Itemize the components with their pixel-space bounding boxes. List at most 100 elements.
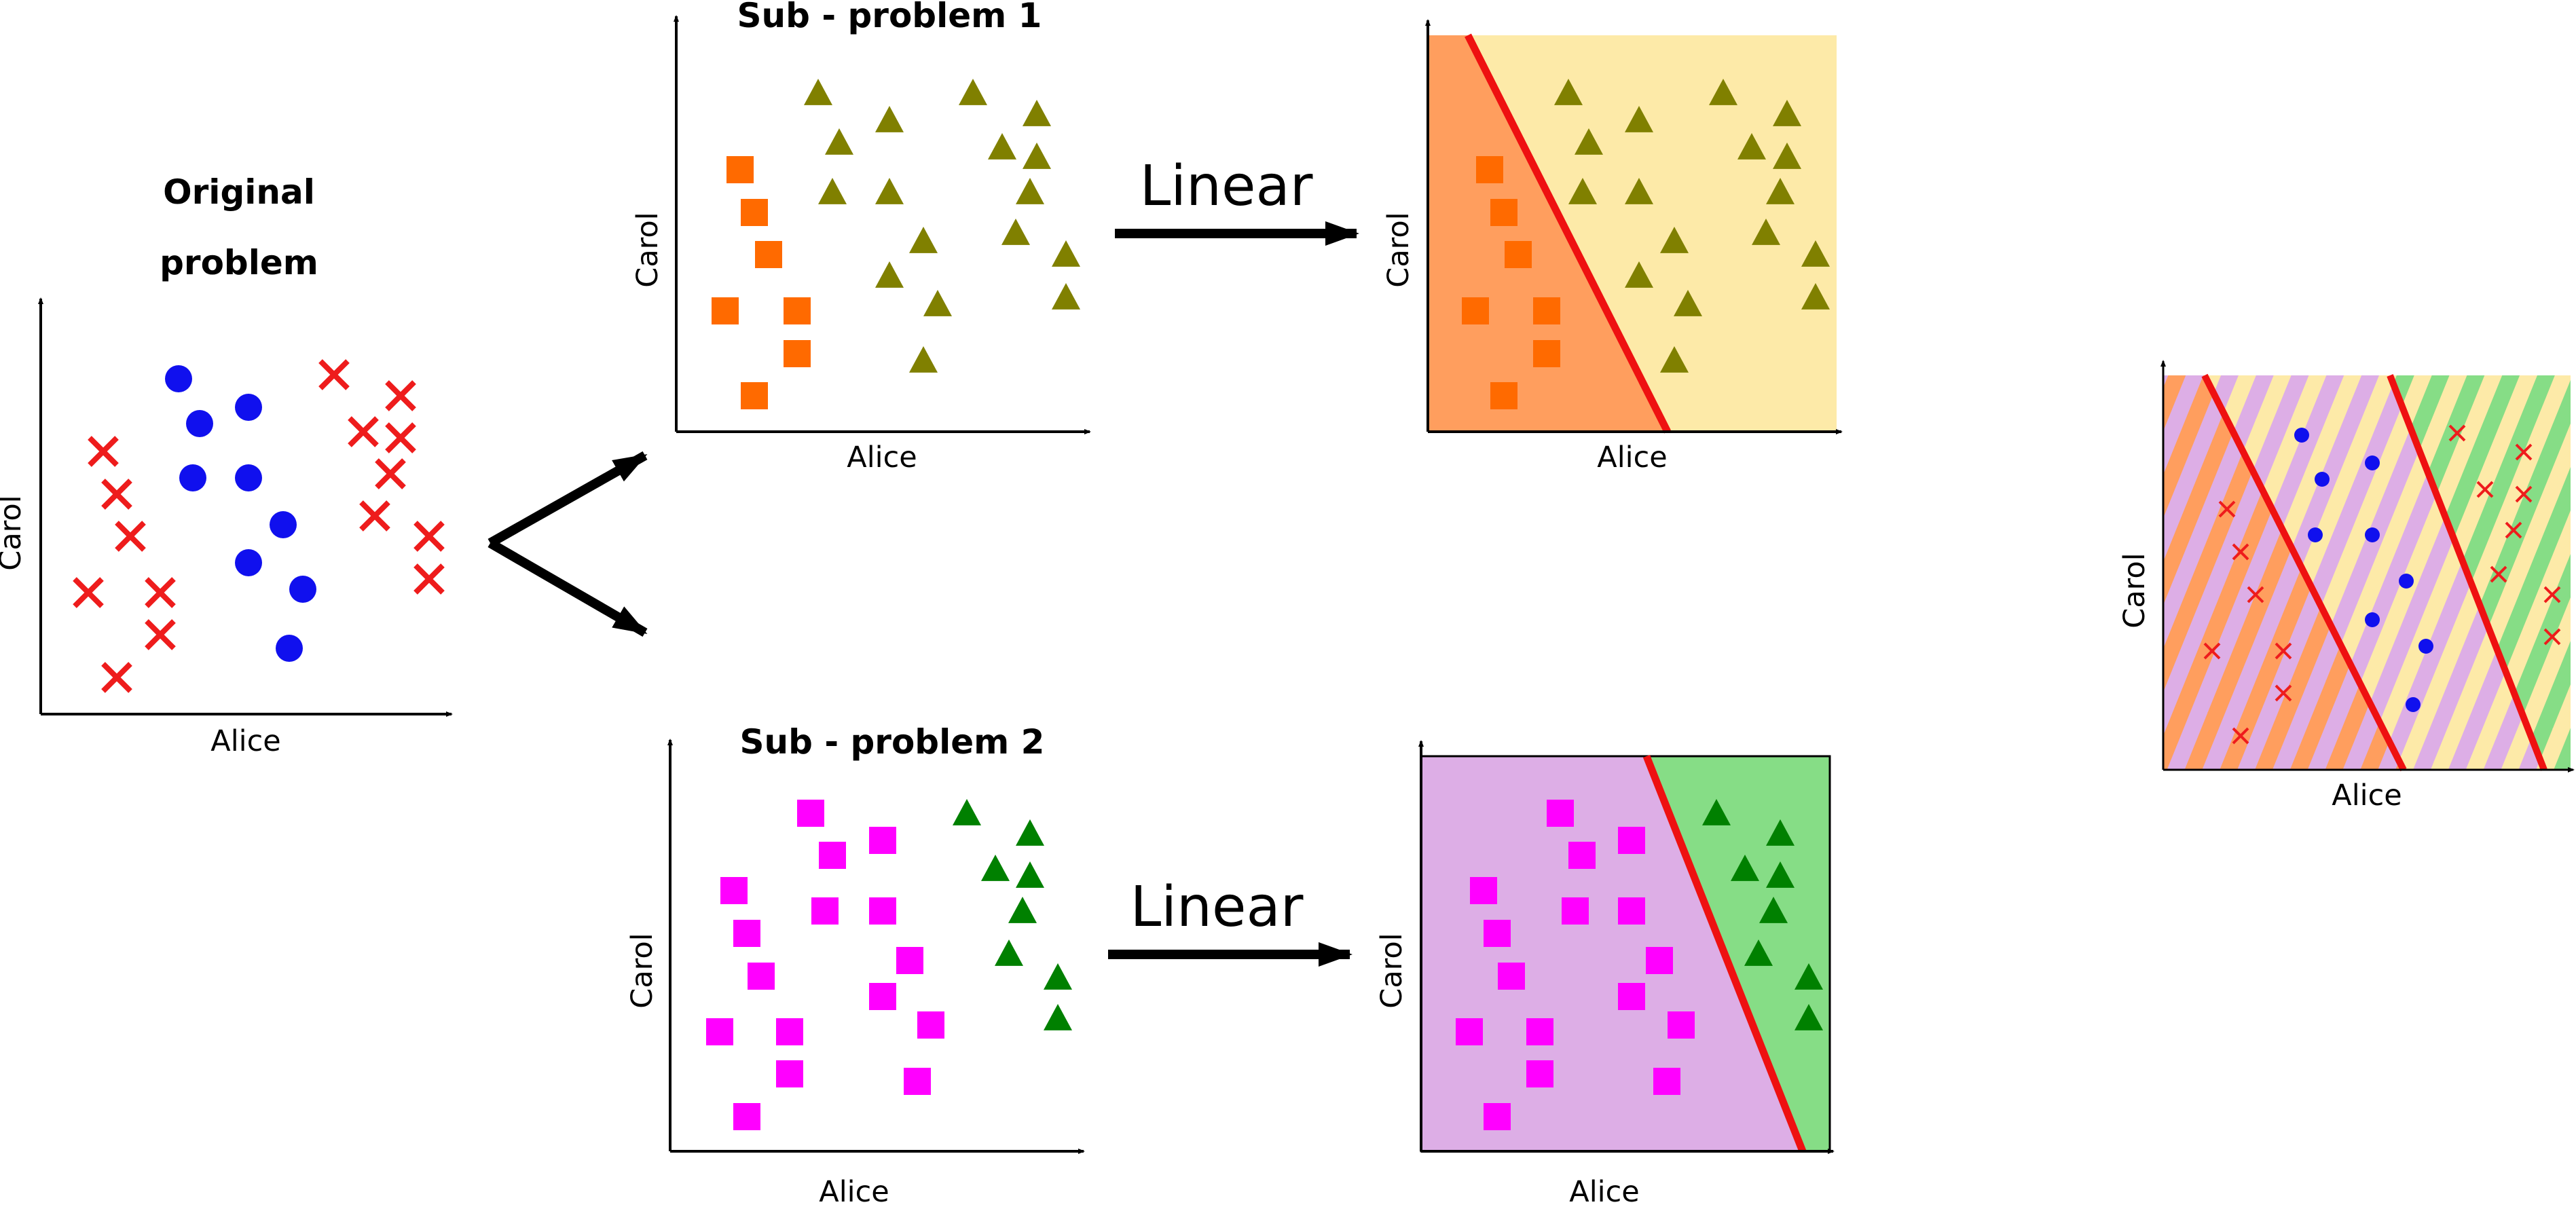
triangle-marker bbox=[1568, 178, 1597, 204]
x-marker bbox=[101, 662, 132, 693]
triangle-marker bbox=[804, 79, 832, 105]
circle-marker bbox=[2315, 472, 2330, 487]
triangle-marker bbox=[1795, 963, 1823, 990]
triangle-marker bbox=[1052, 283, 1080, 310]
triangle-marker bbox=[1016, 819, 1044, 846]
triangle-marker bbox=[1023, 143, 1051, 169]
triangle-marker bbox=[1016, 178, 1044, 204]
split-arrows bbox=[487, 451, 648, 637]
combined-boundary-2 bbox=[2387, 374, 2547, 771]
circle-marker bbox=[2365, 527, 2380, 542]
square-marker bbox=[1533, 297, 1560, 324]
x-marker bbox=[2275, 684, 2292, 702]
x-marker bbox=[348, 416, 379, 447]
triangle-marker bbox=[825, 128, 853, 155]
square-marker bbox=[1618, 827, 1645, 854]
x-marker bbox=[413, 563, 445, 595]
triangle-marker bbox=[875, 106, 904, 132]
triangle-marker bbox=[1795, 1004, 1823, 1030]
x-marker bbox=[2232, 727, 2249, 745]
linear-label-1: Linear bbox=[1140, 154, 1313, 219]
triangle-marker bbox=[1016, 861, 1044, 888]
x-marker bbox=[359, 500, 390, 532]
circle-marker bbox=[270, 511, 297, 538]
circle-marker bbox=[165, 365, 192, 392]
triangle-marker bbox=[909, 227, 938, 253]
sub1-x-label: Alice bbox=[847, 441, 917, 474]
square-marker bbox=[1618, 897, 1645, 925]
square-marker bbox=[748, 963, 775, 990]
triangle-marker bbox=[1737, 133, 1766, 160]
triangle-marker bbox=[1801, 240, 1830, 267]
sub2-decision-boundary bbox=[1642, 754, 1807, 1153]
square-marker bbox=[1490, 382, 1517, 409]
x-marker bbox=[145, 619, 176, 650]
triangle-marker bbox=[981, 855, 1010, 881]
sub2-title: Sub - problem 2 bbox=[740, 722, 1045, 762]
circle-marker bbox=[2399, 574, 2414, 589]
square-marker bbox=[776, 1018, 803, 1045]
sub2-result-panel: Alice Carol bbox=[1375, 740, 1835, 1209]
circle-marker bbox=[2418, 639, 2433, 654]
x-marker bbox=[2218, 500, 2236, 518]
triangle-marker bbox=[1801, 283, 1830, 310]
square-marker bbox=[741, 382, 768, 409]
x-marker bbox=[73, 577, 104, 608]
triangle-marker bbox=[1674, 290, 1702, 316]
circle-marker bbox=[2308, 527, 2323, 542]
square-marker bbox=[869, 827, 896, 854]
x-marker bbox=[101, 479, 132, 510]
circle-marker bbox=[2294, 428, 2309, 443]
square-marker bbox=[733, 1103, 760, 1130]
triangle-marker bbox=[1023, 100, 1051, 126]
original-title-line1: Original bbox=[163, 172, 315, 212]
x-marker bbox=[2505, 521, 2522, 539]
square-marker bbox=[1476, 156, 1503, 183]
sub1-decision-boundary bbox=[1465, 33, 1671, 434]
square-marker bbox=[720, 877, 748, 904]
x-marker bbox=[115, 521, 146, 552]
square-marker bbox=[1498, 963, 1525, 990]
square-marker bbox=[819, 842, 846, 869]
combined-region-right bbox=[2390, 375, 2571, 770]
circle-marker bbox=[186, 410, 213, 437]
linear-arrow-2: Linear bbox=[1108, 875, 1353, 967]
x-marker bbox=[2515, 443, 2533, 461]
square-marker bbox=[726, 156, 754, 183]
sub1-title: Sub - problem 1 bbox=[737, 0, 1042, 35]
triangle-marker bbox=[1554, 79, 1583, 105]
x-marker bbox=[88, 436, 119, 467]
linear-label-2: Linear bbox=[1130, 875, 1304, 939]
original-y-label: Carol bbox=[0, 495, 28, 570]
square-marker bbox=[1484, 920, 1511, 947]
original-points bbox=[73, 359, 445, 693]
x-marker bbox=[385, 380, 416, 411]
sub1-result-panel: Alice Carol bbox=[1382, 19, 1843, 474]
sub1-result-y-label: Carol bbox=[1382, 212, 1416, 287]
triangle-marker bbox=[818, 178, 847, 204]
square-marker bbox=[1562, 897, 1589, 925]
circle-marker bbox=[289, 576, 316, 603]
x-marker bbox=[2448, 424, 2466, 442]
square-marker bbox=[1526, 1060, 1553, 1087]
square-marker bbox=[784, 340, 811, 367]
combined-x-label: Alice bbox=[2332, 779, 2402, 813]
square-marker bbox=[869, 983, 896, 1010]
square-marker bbox=[1505, 241, 1532, 268]
triangle-marker bbox=[959, 79, 987, 105]
sub2-region-purple bbox=[1421, 756, 1803, 1151]
sub2-result-y-label: Carol bbox=[1375, 933, 1409, 1008]
triangle-marker bbox=[1575, 128, 1603, 155]
triangle-marker bbox=[1731, 855, 1759, 881]
triangle-marker bbox=[1752, 219, 1780, 245]
triangle-marker bbox=[1766, 178, 1795, 204]
square-marker bbox=[1618, 983, 1645, 1010]
square-marker bbox=[1668, 1011, 1695, 1039]
sub1-region-orange bbox=[1428, 35, 1668, 432]
x-marker bbox=[2232, 543, 2249, 561]
combined-region-left bbox=[2163, 375, 2404, 770]
triangle-marker bbox=[1044, 1004, 1072, 1030]
x-marker bbox=[318, 359, 350, 390]
square-marker bbox=[784, 297, 811, 324]
